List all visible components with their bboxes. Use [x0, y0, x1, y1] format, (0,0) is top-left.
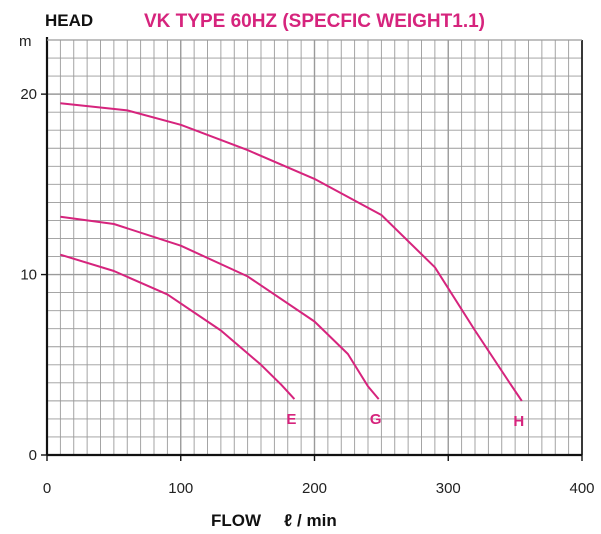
- curve-label-h: H: [513, 413, 524, 430]
- x-tick-label: 0: [43, 480, 51, 497]
- x-tick-label: 200: [302, 480, 327, 497]
- curve-label-e: E: [286, 411, 296, 428]
- x-tick-label: 100: [168, 480, 193, 497]
- x-tick-label: 400: [569, 480, 594, 497]
- x-tick-label: 300: [436, 480, 461, 497]
- curve-h: [60, 102, 523, 402]
- curves: [60, 102, 523, 402]
- y-tick-label: 10: [20, 267, 37, 284]
- y-tick-label: 0: [29, 447, 37, 464]
- curve-e: [60, 253, 296, 400]
- grid-lines: [46, 39, 583, 456]
- y-tick-label: 20: [20, 86, 37, 103]
- x-axis-unit: ℓ / min: [284, 511, 337, 530]
- chart-title: VK TYPE 60HZ (SPECFIC WEIGHT1.1): [144, 11, 485, 32]
- y-axis-title: HEAD: [45, 11, 93, 30]
- curve-g: [60, 215, 380, 400]
- tick-labels: 0 100 200 300 400 0 10 20: [20, 86, 594, 497]
- curve-label-g: G: [370, 411, 382, 428]
- x-axis-title: FLOW: [211, 511, 262, 530]
- y-axis-unit: m: [19, 33, 32, 50]
